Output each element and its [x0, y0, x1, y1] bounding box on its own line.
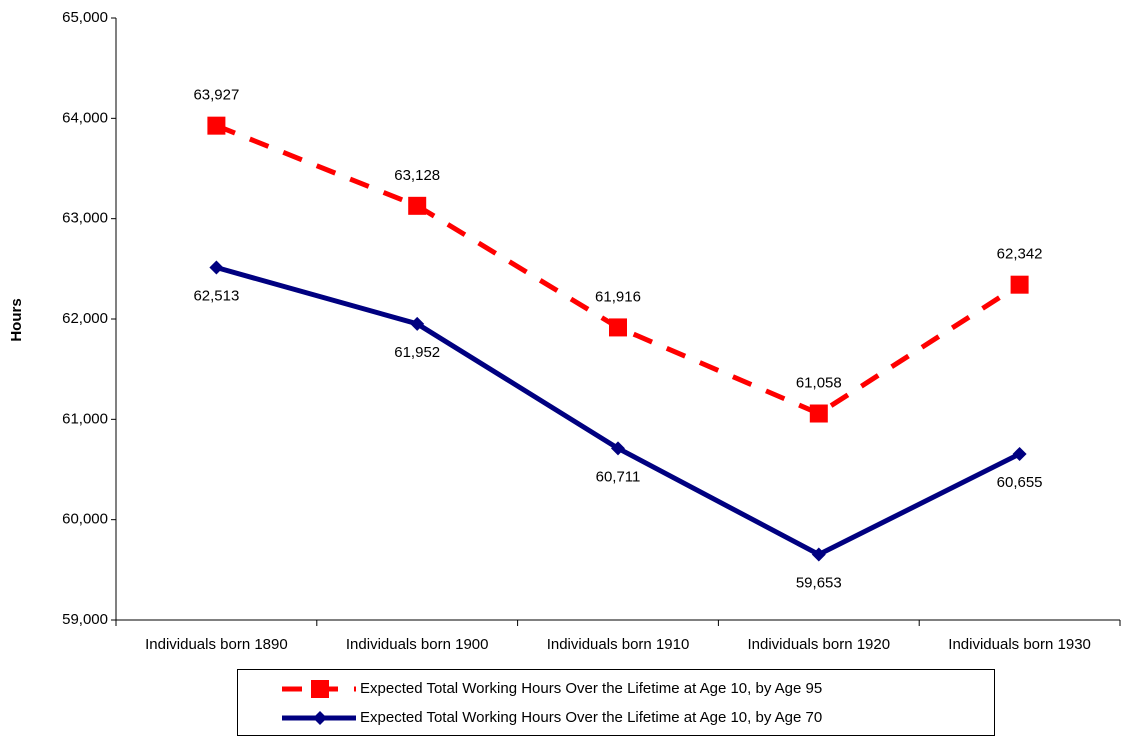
x-tick-label: Individuals born 1900	[346, 636, 489, 653]
data-label: 61,916	[595, 288, 641, 305]
y-tick-label: 64,000	[62, 109, 108, 126]
data-point	[1010, 275, 1029, 294]
y-tick-label: 61,000	[62, 410, 108, 427]
data-label: 59,653	[796, 574, 842, 591]
y-axis-title: Hours	[8, 298, 25, 341]
data-label: 62,342	[997, 246, 1043, 263]
data-point	[611, 441, 625, 456]
x-tick-label: Individuals born 1890	[145, 636, 288, 653]
data-point	[410, 316, 425, 331]
legend-marker	[313, 711, 327, 725]
x-tick-label: Individuals born 1910	[547, 636, 690, 653]
data-point	[209, 260, 224, 275]
data-label: 62,513	[193, 287, 239, 304]
data-point	[609, 318, 627, 337]
x-tick-label: Individuals born 1920	[747, 636, 890, 653]
data-point	[809, 404, 828, 423]
data-label: 60,711	[596, 468, 641, 485]
y-tick-label: 60,000	[62, 511, 108, 528]
legend-label: Expected Total Working Hours Over the Li…	[360, 680, 822, 697]
x-tick-label: Individuals born 1930	[948, 636, 1091, 653]
y-tick-label: 63,000	[62, 210, 108, 227]
y-tick-label: 65,000	[62, 9, 108, 26]
data-label: 61,952	[394, 344, 440, 361]
y-tick-label: 62,000	[62, 310, 108, 327]
legend-label: Expected Total Working Hours Over the Li…	[360, 709, 822, 726]
data-label: 61,058	[796, 374, 842, 391]
data-label: 63,927	[193, 87, 239, 104]
series-line	[215, 265, 1021, 558]
data-label: 60,655	[997, 474, 1043, 491]
legend-marker	[311, 680, 329, 698]
data-point	[408, 196, 427, 215]
data-point	[811, 547, 826, 562]
y-tick-label: 59,000	[62, 611, 108, 628]
data-label: 63,128	[394, 167, 440, 184]
series-line	[215, 123, 1021, 417]
legend-box	[237, 669, 995, 736]
data-point	[1012, 446, 1027, 461]
data-point	[207, 116, 226, 135]
